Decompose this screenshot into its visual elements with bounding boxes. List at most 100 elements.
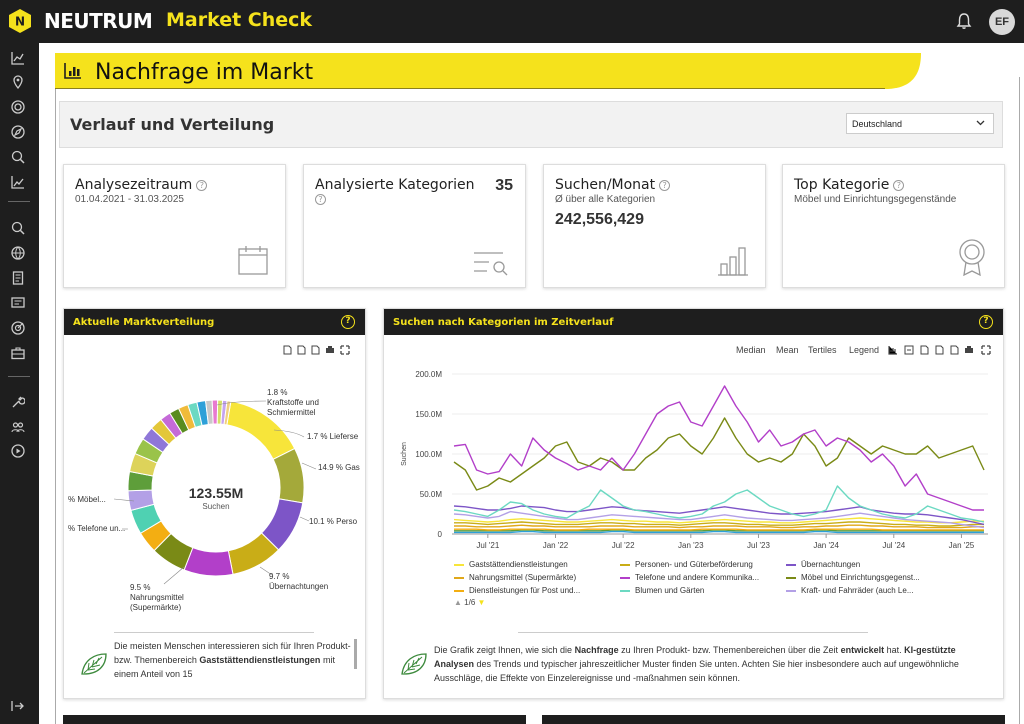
card-value: 242,556,429 (555, 211, 644, 228)
series-line[interactable] (453, 385, 984, 511)
sidebar-search-icon[interactable] (11, 221, 25, 235)
sidebar-users-icon[interactable] (11, 420, 25, 434)
sidebar-goal-icon[interactable] (11, 321, 25, 335)
sidebar-location-icon[interactable] (11, 75, 25, 89)
page-title: Nachfrage im Markt (95, 60, 314, 85)
series-line[interactable] (454, 529, 984, 532)
toolbar-median-button[interactable]: Median (736, 345, 766, 355)
card-title-wrapper: Analysezeitraum? (75, 177, 208, 193)
donut-description-text: Die meisten Menschen interessieren sich … (114, 641, 351, 665)
fullscreen-icon[interactable] (981, 345, 991, 355)
y-tick-label: 100.0M (415, 450, 442, 459)
sidebar-globe-icon[interactable] (11, 246, 25, 260)
sidebar-expand-icon[interactable] (11, 700, 25, 712)
description-scrollbar[interactable] (354, 639, 357, 669)
pager-prev-icon[interactable]: ▲ (454, 598, 462, 607)
donut-label-lieferservice: 1.7 % Lieferse (307, 432, 359, 441)
series-line[interactable] (453, 417, 985, 491)
bar-chart-title-icon (64, 63, 81, 79)
chart-type-icon[interactable] (888, 346, 897, 355)
sidebar-dashboard-chart-icon[interactable] (11, 51, 25, 65)
sidebar-compass-icon[interactable] (11, 125, 25, 139)
export-svg-icon[interactable] (935, 345, 944, 355)
help-icon[interactable]: ? (659, 179, 671, 191)
series-line[interactable] (453, 505, 985, 526)
ai-leaf-icon (81, 653, 107, 675)
legend-swatch (454, 563, 464, 566)
sidebar-trend-icon[interactable] (11, 175, 25, 189)
sidebar-briefcase-icon[interactable] (11, 346, 25, 360)
print-icon[interactable] (326, 346, 334, 353)
export-csv-icon[interactable] (950, 345, 959, 355)
series-line[interactable] (454, 528, 984, 531)
legend-item[interactable]: Blumen und Gärten (620, 586, 704, 595)
country-select[interactable]: Deutschland (846, 113, 994, 134)
desc-part: des Trends und typischer jahreszeitliche… (434, 659, 959, 683)
help-icon[interactable]: ? (196, 179, 208, 191)
legend-item[interactable]: Kraft- und Fahrräder (auch Le... (786, 586, 914, 595)
sidebar-separator (8, 201, 30, 202)
sidebar-document-icon[interactable] (11, 271, 25, 285)
series-line[interactable] (454, 524, 984, 529)
divider (518, 632, 868, 633)
legend-label: Personen- und Güterbeförderung (635, 560, 753, 569)
sidebar-message-icon[interactable] (11, 296, 25, 310)
x-tick-label: Jan '24 (813, 541, 839, 549)
neutrum-logo-icon[interactable]: N (9, 9, 31, 33)
market-distribution-panel: Aktuelle Marktverteilung? 123.55M Suchen… (63, 308, 366, 699)
sidebar-separator (8, 376, 30, 377)
card-subtitle: Möbel und Einrichtungsgegenstände (794, 194, 957, 205)
print-icon[interactable] (965, 346, 973, 353)
legend-item[interactable]: Dienstleistungen für Post und... (454, 586, 580, 595)
sidebar-tools-icon[interactable] (11, 395, 25, 409)
export-csv-icon[interactable] (311, 345, 320, 355)
donut-slice[interactable] (223, 400, 232, 426)
toolbar-legend-button[interactable]: Legend (849, 345, 880, 355)
toolbar-mean-button[interactable]: Mean (776, 345, 799, 355)
pager-next-icon[interactable]: ▼ (477, 598, 486, 607)
legend-item[interactable]: Übernachtungen (786, 560, 860, 569)
help-icon[interactable]: ? (341, 315, 355, 329)
panel-title: Suchen nach Kategorien im Zeitverlauf (393, 317, 614, 328)
legend-item[interactable]: Gaststättendienstleistungen (454, 560, 568, 569)
card-title: Suchen/Monat (555, 177, 656, 193)
legend-item[interactable]: Telefone und andere Kommunika... (620, 573, 759, 582)
series-line[interactable] (453, 517, 984, 524)
series-line[interactable] (453, 510, 985, 529)
donut-description-bold: Gaststättendienstleistungen (199, 655, 321, 665)
legend-swatch (620, 576, 630, 579)
sidebar-search-analysis-icon[interactable] (11, 150, 25, 164)
export-svg-icon[interactable] (297, 345, 306, 355)
card-title: Analysierte Kategorien (315, 177, 475, 193)
donut-export-toolbar (283, 345, 350, 355)
legend-item[interactable]: Nahrungsmittel (Supermärkte) (454, 573, 576, 582)
series-line[interactable] (454, 530, 984, 534)
donut-description: Die meisten Menschen interessieren sich … (114, 639, 354, 694)
legend-item[interactable]: Personen- und Güterbeförderung (620, 560, 753, 569)
desc-part: hat. (884, 645, 905, 655)
page-frame (55, 77, 1020, 724)
help-icon[interactable]: ? (315, 194, 326, 205)
legend-pager[interactable]: ▲ 1/6 ▼ (454, 598, 485, 607)
legend-label: Dienstleistungen für Post und... (469, 586, 581, 595)
sidebar-play-icon[interactable] (11, 444, 25, 458)
zoom-out-icon[interactable] (904, 345, 914, 355)
y-tick-label: 150.0M (415, 410, 442, 419)
desc-part: zu Ihren Produkt- bzw. Themenbereichen ü… (618, 645, 841, 655)
export-png-icon[interactable] (920, 345, 929, 355)
fullscreen-icon[interactable] (340, 345, 350, 355)
help-icon[interactable]: ? (979, 315, 993, 329)
series-line[interactable] (453, 485, 985, 523)
legend-label: Gaststättendienstleistungen (469, 560, 568, 569)
x-tick-label: Jan '25 (949, 541, 975, 549)
notification-bell-icon[interactable] (956, 12, 972, 30)
user-avatar[interactable]: EF (989, 9, 1015, 35)
export-png-icon[interactable] (283, 345, 292, 355)
legend-item[interactable]: Möbel und Einrichtungsgegenst... (786, 573, 920, 582)
series-line[interactable] (454, 521, 984, 527)
sidebar-target-icon[interactable] (11, 100, 25, 114)
help-icon[interactable]: ? (893, 179, 905, 191)
page-title-banner (55, 53, 921, 89)
donut-chart (127, 399, 305, 577)
toolbar-tertiles-button[interactable]: Tertiles (808, 345, 837, 355)
